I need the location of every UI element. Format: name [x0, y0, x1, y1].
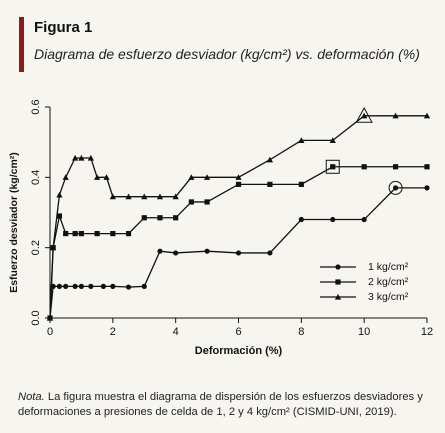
marker — [157, 215, 163, 221]
marker — [125, 193, 132, 200]
marker — [392, 112, 399, 119]
marker — [50, 244, 57, 251]
marker — [72, 283, 78, 289]
legend-label: 1 kg/cm² — [368, 261, 409, 273]
marker — [235, 174, 242, 180]
x-tick-label: 2 — [110, 326, 116, 338]
marker — [56, 283, 63, 289]
chart-title: Diagrama de esfuerzo desviador (kg/cm²) … — [34, 46, 420, 62]
marker — [88, 283, 94, 289]
y-axis-label: Esfuerzo desviador (kg/cm²) — [8, 152, 20, 293]
marker — [110, 231, 116, 237]
marker — [46, 314, 54, 321]
marker — [125, 284, 132, 290]
marker — [94, 174, 101, 180]
legend-marker — [335, 264, 341, 270]
x-axis-label: Deformación (%) — [195, 345, 283, 357]
marker — [188, 174, 195, 180]
x-tick-label: 6 — [235, 326, 241, 338]
marker — [361, 112, 368, 119]
x-tick-label: 0 — [47, 326, 53, 338]
marker — [56, 191, 63, 198]
marker — [266, 156, 274, 163]
legend-label: 2 kg/cm² — [368, 276, 409, 288]
marker — [78, 154, 85, 161]
marker — [330, 164, 336, 170]
note-text: La figura muestra el diagrama de dispers… — [18, 391, 423, 418]
y-tick-label: 0.0 — [30, 310, 42, 325]
peak-highlight — [355, 106, 373, 123]
legend-marker — [335, 279, 341, 285]
marker — [72, 154, 79, 161]
marker — [63, 231, 69, 237]
marker — [298, 181, 304, 187]
marker — [423, 112, 431, 119]
marker — [87, 154, 94, 161]
marker — [110, 283, 116, 289]
marker — [125, 231, 132, 237]
marker — [103, 174, 110, 180]
marker — [188, 199, 194, 205]
accent-bar — [19, 17, 24, 72]
marker — [329, 137, 336, 144]
legend-marker — [334, 293, 342, 300]
marker — [72, 231, 78, 237]
marker — [330, 216, 336, 223]
note-label: Nota. — [18, 391, 45, 403]
marker — [424, 185, 430, 191]
x-tick-label: 10 — [358, 326, 370, 338]
marker — [172, 193, 179, 200]
marker — [235, 181, 242, 187]
marker — [62, 174, 69, 180]
x-tick-label: 8 — [298, 326, 304, 338]
marker — [424, 164, 430, 170]
peak-highlight — [388, 180, 403, 195]
marker — [141, 215, 147, 221]
marker — [361, 216, 367, 223]
y-tick-label: 0.6 — [30, 99, 42, 114]
marker — [156, 193, 164, 200]
marker — [173, 250, 179, 256]
marker — [298, 137, 305, 144]
marker — [203, 174, 211, 180]
note: Nota. La figura muestra el diagrama de d… — [18, 390, 430, 420]
marker — [267, 181, 273, 187]
marker — [267, 250, 273, 256]
marker — [109, 193, 116, 200]
marker — [298, 216, 304, 223]
marker — [361, 164, 367, 170]
marker — [235, 250, 242, 256]
marker — [157, 248, 163, 254]
marker — [78, 283, 85, 289]
x-tick-label: 4 — [173, 326, 179, 338]
marker — [392, 164, 399, 170]
marker — [100, 283, 107, 289]
marker — [78, 231, 85, 237]
marker — [204, 199, 210, 205]
marker — [94, 231, 100, 237]
legend-label: 3 kg/cm² — [368, 291, 409, 303]
marker — [392, 185, 399, 191]
figure-label: Figura 1 — [34, 19, 93, 36]
marker — [63, 283, 69, 289]
marker — [204, 248, 210, 254]
x-tick-label: 12 — [421, 326, 433, 338]
marker — [141, 193, 148, 200]
marker — [141, 283, 147, 289]
marker — [173, 215, 179, 221]
peak-highlight — [325, 159, 340, 174]
marker — [56, 213, 63, 219]
y-tick-label: 0.2 — [30, 240, 42, 255]
y-tick-label: 0.4 — [30, 170, 42, 185]
